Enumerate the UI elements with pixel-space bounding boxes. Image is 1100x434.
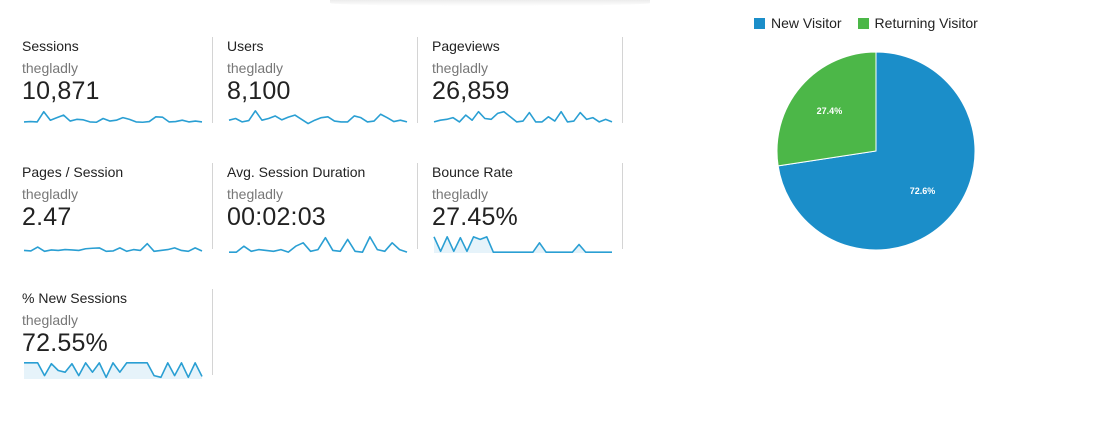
metric-card-pageviews[interactable]: Pageviews thegladly 26,859 xyxy=(428,37,633,163)
segment-label: thegladly xyxy=(227,186,284,202)
sparkline xyxy=(23,110,203,124)
segment-label: thegladly xyxy=(22,60,79,76)
metric-name: Bounce Rate xyxy=(432,164,513,180)
legend-swatch-new xyxy=(754,17,765,29)
sparkline-path xyxy=(229,236,408,253)
legend-label: New Visitor xyxy=(771,15,842,31)
segment-label: thegladly xyxy=(432,186,489,202)
sparkline xyxy=(228,110,408,125)
sparkline xyxy=(229,236,408,253)
pie-slice-label: 27.4% xyxy=(817,106,843,116)
pie-slice-label: 72.6% xyxy=(910,186,936,196)
pie-slice-returning-visitor[interactable] xyxy=(776,51,877,167)
segment-label: thegladly xyxy=(22,186,79,202)
sparkline xyxy=(24,362,203,379)
metric-value: 10,871 xyxy=(22,77,100,105)
metric-card-pages-per-session[interactable]: Pages / Session thegladly 2.47 xyxy=(18,163,223,289)
legend-item-returning-visitor[interactable]: Returning Visitor xyxy=(857,15,978,31)
sparkline-path xyxy=(228,110,408,125)
metric-card-sessions[interactable]: Sessions thegladly 10,871 xyxy=(18,37,223,163)
legend-item-new-visitor[interactable]: New Visitor xyxy=(754,15,842,31)
sparkline xyxy=(433,236,612,253)
metric-name: Pageviews xyxy=(432,38,500,54)
metric-name: Users xyxy=(227,38,264,54)
segment-label: thegladly xyxy=(22,312,79,328)
metric-name: % New Sessions xyxy=(22,290,128,306)
pie-chart: 72.6% 27.4% xyxy=(776,51,976,251)
metric-value: 27.45% xyxy=(432,203,518,231)
sparkline xyxy=(23,242,203,253)
sparkline-path xyxy=(23,242,203,253)
sparkline xyxy=(433,110,613,123)
legend-label: Returning Visitor xyxy=(874,15,978,31)
metric-value: 72.55% xyxy=(22,329,108,357)
metric-value: 8,100 xyxy=(227,77,291,105)
sparkline-path xyxy=(23,110,203,124)
sparkline-path xyxy=(433,236,612,253)
legend-swatch-returning xyxy=(857,17,869,29)
pie-slice-new-visitor[interactable] xyxy=(777,51,976,251)
metric-value: 2.47 xyxy=(22,203,72,231)
metric-value: 00:02:03 xyxy=(227,203,326,231)
sparkline-path xyxy=(433,110,613,123)
metric-name: Pages / Session xyxy=(22,164,124,180)
metric-name: Avg. Session Duration xyxy=(227,164,366,180)
metric-grid: Sessions thegladly 10,871 Users thegladl… xyxy=(18,37,633,415)
metric-name: Sessions xyxy=(22,38,79,54)
top-shadow xyxy=(330,0,650,6)
segment-label: thegladly xyxy=(432,60,489,76)
metric-card-users[interactable]: Users thegladly 8,100 xyxy=(223,37,428,163)
metric-card-avg-session-duration[interactable]: Avg. Session Duration thegladly 00:02:03 xyxy=(223,163,428,289)
metric-card-bounce-rate[interactable]: Bounce Rate thegladly 27.45% xyxy=(428,163,633,289)
sparkline-area xyxy=(434,236,612,253)
metric-card-new-sessions[interactable]: % New Sessions thegladly 72.55% xyxy=(18,289,223,415)
sparkline-path xyxy=(24,362,203,379)
pie-legend: New Visitor Returning Visitor xyxy=(754,15,978,31)
sparkline-area xyxy=(24,362,202,379)
metric-value: 26,859 xyxy=(432,77,510,105)
segment-label: thegladly xyxy=(227,60,284,76)
